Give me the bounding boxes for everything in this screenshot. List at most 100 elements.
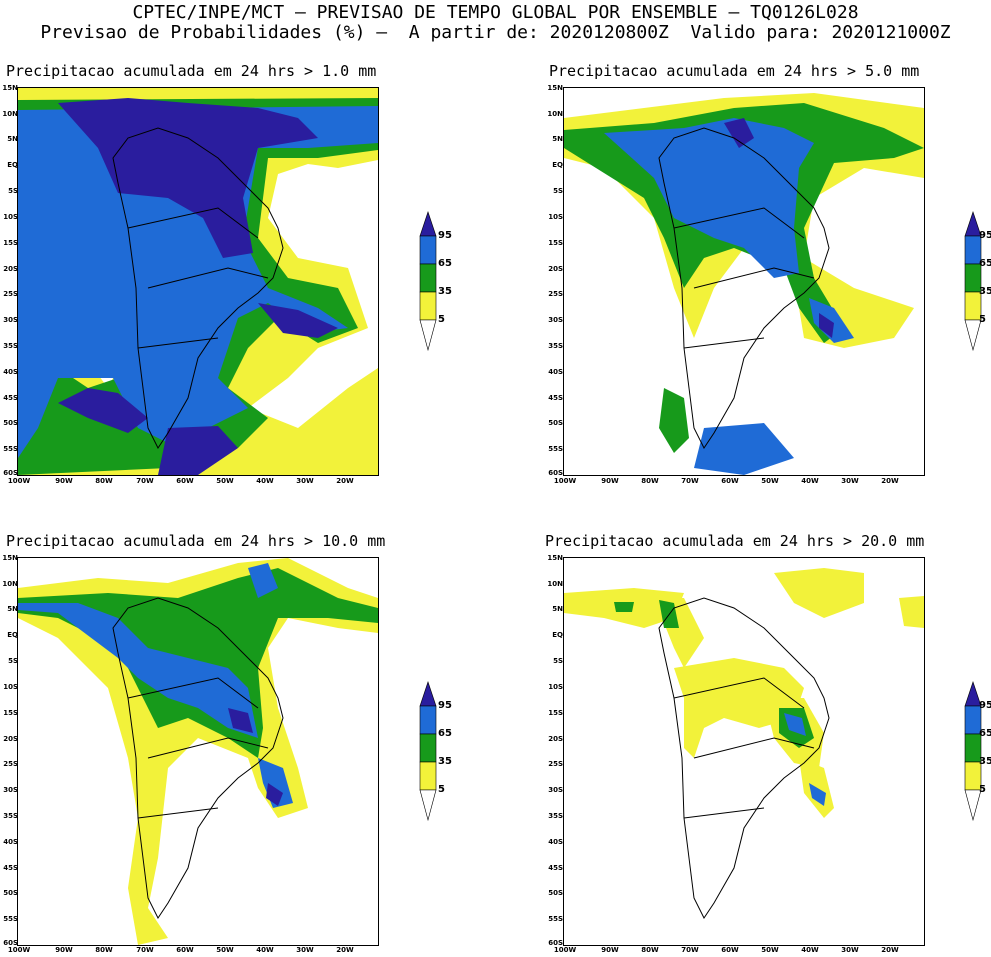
legend-bar-2 bbox=[964, 211, 982, 352]
map-panel-5mm bbox=[563, 87, 925, 476]
prob-field-1mm bbox=[18, 88, 378, 475]
map-svg-1mm bbox=[18, 88, 378, 475]
lon-tick-label: 40W bbox=[256, 477, 274, 485]
lat-tick-label: 5N bbox=[7, 135, 18, 143]
lat-tick-label: 15S bbox=[3, 709, 18, 717]
lon-tick-label: 60W bbox=[721, 477, 739, 485]
lon-tick-label: 90W bbox=[601, 946, 619, 954]
panel-title-1: Precipitacao acumulada em 24 hrs > 1.0 m… bbox=[6, 62, 377, 80]
lat-tick-label: 35S bbox=[3, 812, 18, 820]
lat-tick-label: 60S bbox=[548, 939, 563, 947]
lat-tick-label: 25S bbox=[548, 290, 563, 298]
lon-tick-label: 20W bbox=[881, 946, 899, 954]
panel-title-4: Precipitacao acumulada em 24 hrs > 20.0 … bbox=[545, 532, 925, 550]
legend-label-95: 95 bbox=[979, 230, 991, 241]
coastline-10mm bbox=[112, 597, 284, 919]
lon-tick-label: 70W bbox=[681, 477, 699, 485]
lat-tick-label: 30S bbox=[3, 316, 18, 324]
lon-tick-label: 60W bbox=[176, 946, 194, 954]
legend-label-5: 5 bbox=[438, 784, 445, 795]
lat-tick-label: 25S bbox=[3, 290, 18, 298]
lat-tick-label: 15S bbox=[548, 709, 563, 717]
map-svg-5mm bbox=[564, 93, 924, 475]
lat-tick-label: 5S bbox=[553, 657, 563, 665]
lat-tick-label: 50S bbox=[548, 419, 563, 427]
lat-tick-label: 10N bbox=[547, 110, 563, 118]
legend-4: 95 65 35 5 bbox=[963, 680, 991, 830]
lat-tick-label: 30S bbox=[548, 786, 563, 794]
lon-tick-label: 20W bbox=[336, 946, 354, 954]
lat-tick-label: EQ bbox=[552, 161, 563, 169]
legend-1: 95 65 35 5 bbox=[418, 210, 478, 360]
lon-tick-label: 70W bbox=[136, 946, 154, 954]
lat-tick-label: 20S bbox=[3, 265, 18, 273]
lon-tick-label: 50W bbox=[216, 946, 234, 954]
lat-tick-label: 5N bbox=[552, 135, 563, 143]
lat-tick-label: 5S bbox=[8, 657, 18, 665]
lat-tick-label: 35S bbox=[548, 812, 563, 820]
lat-tick-label: 45S bbox=[548, 864, 563, 872]
lat-tick-label: 50S bbox=[548, 889, 563, 897]
lon-tick-label: 30W bbox=[841, 477, 859, 485]
coastline-20mm bbox=[658, 597, 830, 919]
lon-tick-label: 80W bbox=[95, 946, 113, 954]
lat-tick-label: 5N bbox=[7, 605, 18, 613]
main-title: CPTEC/INPE/MCT – PREVISAO DE TEMPO GLOBA… bbox=[132, 2, 859, 23]
lon-tick-label: 40W bbox=[801, 477, 819, 485]
lat-tick-label: 5S bbox=[553, 187, 563, 195]
map-svg-10mm bbox=[18, 558, 378, 945]
lat-tick-label: 15N bbox=[2, 554, 18, 562]
map-panel-1mm bbox=[17, 87, 379, 476]
lat-tick-label: 55S bbox=[3, 445, 18, 453]
lat-tick-label: 40S bbox=[548, 368, 563, 376]
lat-tick-label: 10S bbox=[548, 213, 563, 221]
legend-label-35: 35 bbox=[979, 756, 991, 767]
lon-tick-label: 40W bbox=[256, 946, 274, 954]
lat-tick-label: 25S bbox=[3, 760, 18, 768]
lon-tick-label: 50W bbox=[761, 946, 779, 954]
lat-tick-label: 10S bbox=[3, 213, 18, 221]
legend-label-95: 95 bbox=[438, 230, 452, 241]
prob-field-10mm bbox=[18, 558, 378, 945]
lat-tick-label: 5N bbox=[552, 605, 563, 613]
lat-tick-label: 15N bbox=[547, 554, 563, 562]
lat-tick-label: 35S bbox=[3, 342, 18, 350]
prob-field-5mm bbox=[564, 93, 924, 475]
main-subtitle: Previsao de Probabilidades (%) – A parti… bbox=[40, 22, 951, 43]
lat-tick-label: 35S bbox=[548, 342, 563, 350]
lat-tick-label: 20S bbox=[3, 735, 18, 743]
lat-tick-label: 10S bbox=[3, 683, 18, 691]
lon-tick-label: 20W bbox=[881, 477, 899, 485]
lat-tick-label: 40S bbox=[3, 368, 18, 376]
lon-tick-label: 90W bbox=[601, 477, 619, 485]
lat-tick-label: 55S bbox=[548, 445, 563, 453]
map-panel-10mm bbox=[17, 557, 379, 946]
lon-tick-label: 40W bbox=[801, 946, 819, 954]
lon-tick-label: 50W bbox=[216, 477, 234, 485]
lat-tick-label: 45S bbox=[548, 394, 563, 402]
lat-tick-label: 20S bbox=[548, 735, 563, 743]
coastline-1mm bbox=[112, 127, 284, 449]
lat-tick-label: 15N bbox=[2, 84, 18, 92]
prob-field-20mm bbox=[564, 568, 924, 818]
lon-tick-label: 50W bbox=[761, 477, 779, 485]
legend-2: 95 65 35 5 bbox=[963, 210, 991, 360]
lat-tick-label: 20S bbox=[548, 265, 563, 273]
lon-tick-label: 90W bbox=[55, 477, 73, 485]
legend-label-5: 5 bbox=[979, 314, 986, 325]
lat-tick-label: EQ bbox=[7, 161, 18, 169]
legend-label-95: 95 bbox=[979, 700, 991, 711]
lon-tick-label: 80W bbox=[641, 946, 659, 954]
lat-tick-label: 10S bbox=[548, 683, 563, 691]
lat-tick-label: 60S bbox=[3, 939, 18, 947]
lat-tick-label: 45S bbox=[3, 864, 18, 872]
legend-label-5: 5 bbox=[979, 784, 986, 795]
lat-tick-label: 50S bbox=[3, 889, 18, 897]
lat-tick-label: 55S bbox=[548, 915, 563, 923]
lat-tick-label: 25S bbox=[548, 760, 563, 768]
legend-label-95: 95 bbox=[438, 700, 452, 711]
coastline-5mm bbox=[658, 127, 830, 449]
legend-label-5: 5 bbox=[438, 314, 445, 325]
legend-label-65: 65 bbox=[438, 258, 452, 269]
lat-tick-label: 40S bbox=[548, 838, 563, 846]
